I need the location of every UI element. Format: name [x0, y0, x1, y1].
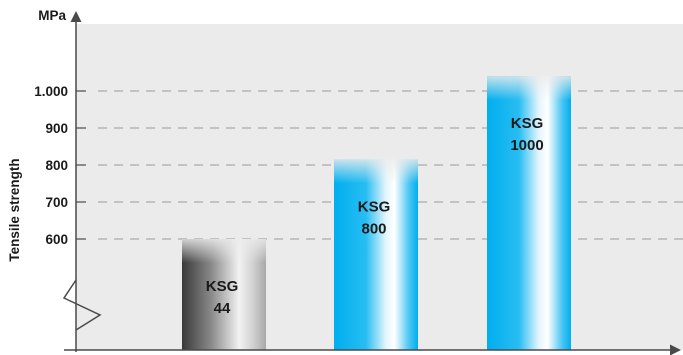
y-tick-label: 600 — [45, 232, 68, 247]
bar-3 — [487, 76, 571, 350]
y-tick-labels: 600 700 800 900 1.000 — [34, 84, 68, 247]
bar-top-fade — [182, 239, 266, 263]
bar-top-fade — [334, 159, 418, 184]
y-tick-label: 700 — [45, 195, 68, 210]
bar-label: KSG — [511, 115, 544, 132]
bar-label: 44 — [214, 300, 231, 317]
bar-label: 1000 — [510, 137, 543, 154]
y-axis-title: Tensile strength — [7, 158, 22, 261]
y-tick-label: 900 — [45, 121, 68, 136]
bar-top-fade — [487, 76, 571, 101]
bars — [182, 76, 571, 350]
x-axis-arrow-icon — [670, 344, 681, 355]
bar-1 — [182, 239, 266, 350]
y-tick-label: 1.000 — [34, 84, 68, 99]
axis-break-icon — [62, 279, 102, 331]
bar-label: 800 — [361, 220, 386, 237]
bar-2 — [334, 159, 418, 350]
bar-label: KSG — [206, 278, 239, 295]
bar — [487, 76, 571, 350]
bar — [334, 159, 418, 350]
y-axis-arrow-icon — [70, 11, 82, 22]
bar-label: KSG — [358, 198, 391, 215]
bar-labels: KSG 44 KSG 800 KSG 1000 — [206, 115, 544, 317]
y-tick-label: 800 — [45, 158, 68, 173]
y-unit-label: MPa — [38, 8, 66, 23]
